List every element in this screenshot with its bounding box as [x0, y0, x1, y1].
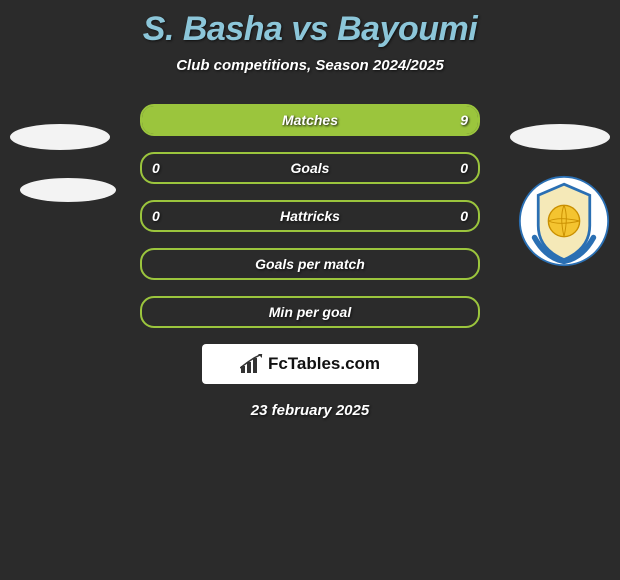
stat-row: 9Matches — [140, 104, 480, 136]
avatar-left-2 — [20, 178, 116, 202]
stat-row: 00Goals — [140, 152, 480, 184]
stat-label: Goals — [142, 154, 478, 182]
stat-label: Hattricks — [142, 202, 478, 230]
logo-text: FcTables.com — [268, 354, 380, 374]
date: 23 february 2025 — [0, 402, 620, 419]
page-title: S. Basha vs Bayoumi — [0, 10, 620, 49]
stat-row: Min per goal — [140, 296, 480, 328]
fctables-logo: FcTables.com — [202, 344, 418, 384]
stat-row: Goals per match — [140, 248, 480, 280]
avatar-left-1 — [10, 124, 110, 150]
stat-label: Matches — [142, 106, 478, 134]
stat-label: Goals per match — [142, 250, 478, 278]
subtitle: Club competitions, Season 2024/2025 — [0, 57, 620, 74]
stat-row: 00Hattricks — [140, 200, 480, 232]
stats-table: 9Matches 00Goals 00Hattricks Goals per matc… — [140, 104, 480, 328]
club-crest — [518, 175, 610, 267]
stat-label: Min per goal — [142, 298, 478, 326]
avatar-right-1 — [510, 124, 610, 150]
